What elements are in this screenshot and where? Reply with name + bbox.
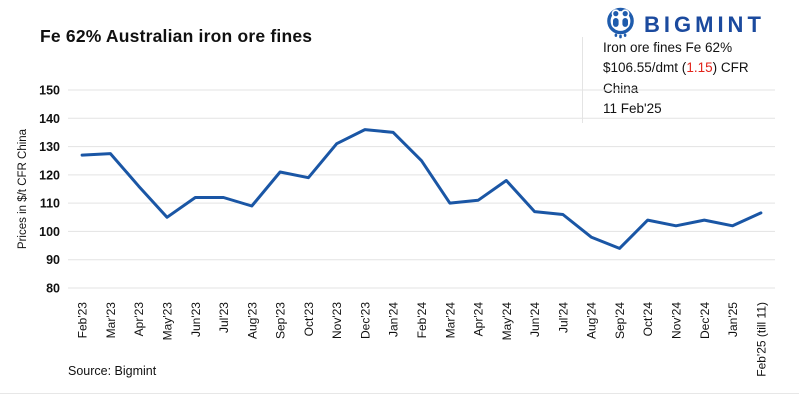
x-tick-label: Apr'23 (132, 302, 146, 337)
x-tick-label: Feb'23 (76, 302, 90, 339)
x-tick-label: Jan'24 (387, 302, 401, 337)
x-tick-label: Jan'25 (726, 302, 740, 337)
annotation-date: 11 Feb'25 (603, 100, 662, 116)
x-tick-label: Oct'23 (302, 302, 316, 337)
x-tick-label: Jun'24 (528, 302, 542, 337)
x-tick-label: Sep'23 (274, 302, 288, 339)
x-tick-label: Jun'23 (189, 302, 203, 337)
x-tick-label: May'24 (500, 302, 514, 341)
bigmint-logo-text: BIGMINT (644, 11, 765, 37)
x-tick-label: Dec'23 (358, 302, 372, 339)
x-tick-label: Aug'23 (245, 302, 259, 339)
price-change-value: 1.15 (686, 60, 713, 76)
x-tick-label: Mar'23 (104, 302, 118, 339)
annotation-line2: $106.55/dmt (1.15) CFR China (603, 60, 749, 96)
x-tick-label: Nov'24 (670, 302, 684, 339)
y-tick-label: 110 (40, 197, 60, 211)
x-tick-label: May'23 (160, 302, 174, 341)
y-tick-label: 130 (39, 140, 60, 154)
x-tick-label: Aug'24 (585, 302, 599, 339)
chart-title: Fe 62% Australian iron ore fines (40, 26, 313, 46)
y-tick-label: 140 (39, 112, 60, 126)
source-note: Source: Bigmint (68, 364, 157, 378)
x-tick-label: Oct'24 (641, 302, 655, 337)
price-annotation: Iron ore fines Fe 62% $106.55/dmt (1.15)… (582, 37, 782, 123)
bigmint-owl-icon (604, 5, 637, 44)
y-tick-label: 120 (39, 168, 60, 182)
x-tick-label: Jul'23 (217, 302, 231, 333)
y-tick-label: 100 (39, 225, 60, 239)
annotation-line1: Iron ore fines Fe 62% (603, 40, 733, 55)
y-tick-label: 80 (46, 282, 60, 296)
x-tick-label: Dec'24 (698, 302, 712, 339)
x-tick-label: Feb'24 (415, 302, 429, 339)
price-line (80, 128, 763, 250)
x-tick-label: Mar'24 (443, 302, 457, 339)
x-tick-label: Jul'24 (556, 302, 570, 333)
y-tick-label: 90 (46, 253, 60, 267)
x-tick-label: Nov'23 (330, 302, 344, 339)
y-axis-title: Prices in $/t CFR China (17, 128, 29, 249)
x-tick-label: Sep'24 (613, 302, 627, 339)
y-tick-label: 150 (39, 84, 60, 98)
x-tick-label: Apr'24 (472, 302, 486, 337)
x-tick-label: Feb'25 (till 11) (754, 302, 768, 377)
bigmint-logo: BIGMINT (604, 5, 765, 44)
bottom-divider (0, 393, 799, 394)
